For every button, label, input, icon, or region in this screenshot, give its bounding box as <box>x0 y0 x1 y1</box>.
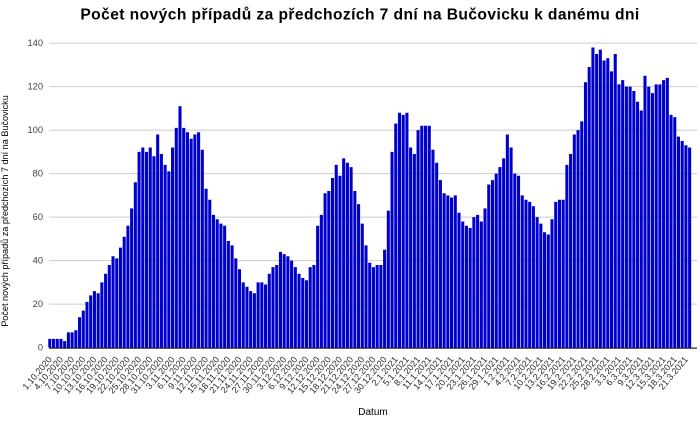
svg-text:Počet nových případů za předch: Počet nových případů za předchozích 7 dn… <box>0 95 10 327</box>
svg-text:80: 80 <box>33 169 43 179</box>
svg-text:140: 140 <box>27 38 43 48</box>
svg-text:60: 60 <box>33 212 43 222</box>
svg-text:40: 40 <box>33 256 43 266</box>
svg-text:100: 100 <box>27 125 43 135</box>
svg-text:120: 120 <box>27 82 43 92</box>
svg-text:Datum: Datum <box>358 407 387 418</box>
svg-text:0: 0 <box>38 343 43 353</box>
svg-text:20: 20 <box>33 299 43 309</box>
svg-text:Počet nových případů za předch: Počet nových případů za předchozích 7 dn… <box>80 7 639 24</box>
